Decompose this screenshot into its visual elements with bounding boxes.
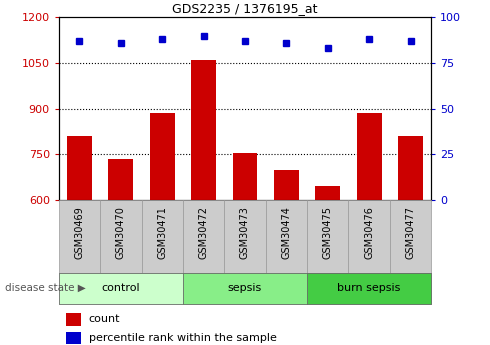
Bar — [307, 273, 431, 304]
Bar — [183, 273, 307, 304]
Bar — [108, 159, 133, 200]
Bar — [59, 273, 183, 304]
Text: GSM30471: GSM30471 — [157, 206, 167, 259]
Bar — [307, 200, 348, 273]
Title: GDS2235 / 1376195_at: GDS2235 / 1376195_at — [172, 2, 318, 15]
Text: count: count — [89, 315, 120, 324]
Text: control: control — [101, 283, 140, 293]
Bar — [398, 136, 423, 200]
Bar — [266, 200, 307, 273]
Bar — [67, 136, 92, 200]
Text: burn sepsis: burn sepsis — [338, 283, 401, 293]
Text: GSM30470: GSM30470 — [116, 206, 126, 259]
Bar — [59, 200, 100, 273]
Bar — [66, 313, 81, 326]
Bar — [191, 60, 216, 200]
Bar — [348, 200, 390, 273]
Text: GSM30472: GSM30472 — [198, 206, 209, 259]
Bar — [233, 153, 257, 200]
Text: GSM30477: GSM30477 — [406, 206, 416, 259]
Bar — [142, 200, 183, 273]
Text: GSM30476: GSM30476 — [364, 206, 374, 259]
Bar — [100, 200, 142, 273]
Text: disease state ▶: disease state ▶ — [5, 283, 86, 293]
Text: GSM30473: GSM30473 — [240, 206, 250, 259]
Text: GSM30474: GSM30474 — [281, 206, 292, 259]
Text: sepsis: sepsis — [228, 283, 262, 293]
Text: GSM30475: GSM30475 — [323, 206, 333, 259]
Bar — [224, 200, 266, 273]
Bar — [390, 200, 431, 273]
Text: GSM30469: GSM30469 — [74, 206, 84, 259]
Bar — [316, 186, 340, 200]
Bar — [274, 170, 299, 200]
Bar — [183, 200, 224, 273]
Bar — [150, 113, 174, 200]
Text: percentile rank within the sample: percentile rank within the sample — [89, 333, 276, 343]
Bar — [66, 332, 81, 344]
Bar — [357, 113, 382, 200]
